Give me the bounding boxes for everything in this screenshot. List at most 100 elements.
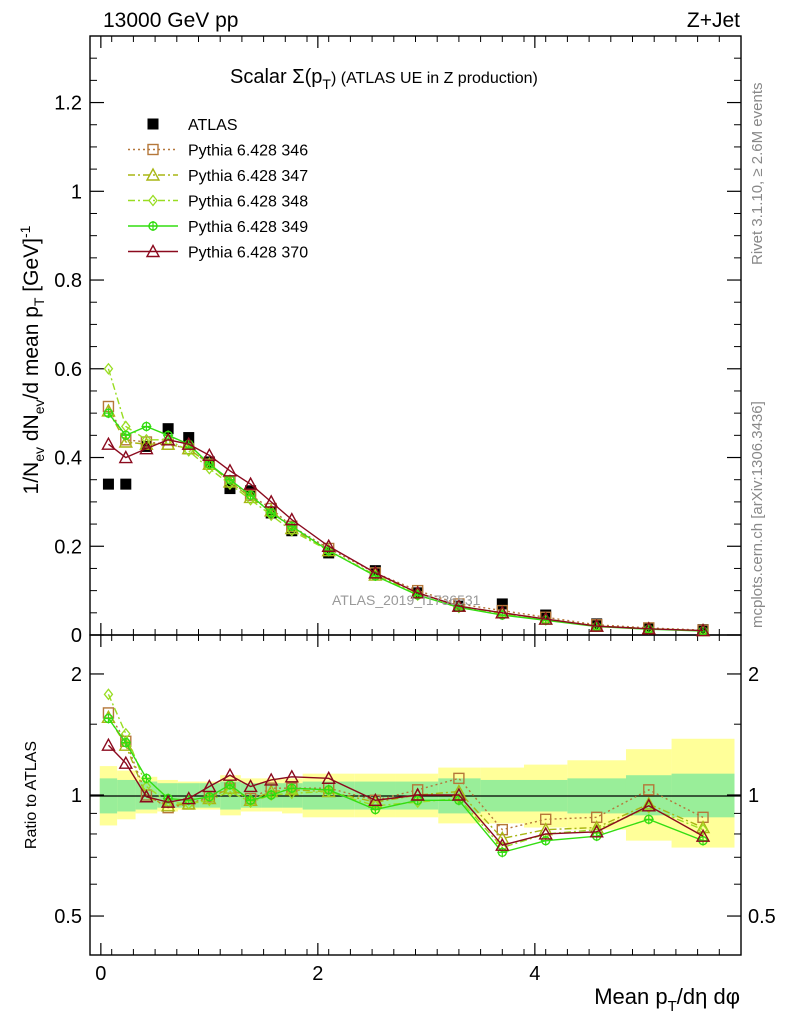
series-5-point (538, 611, 553, 625)
ratio-bands (99, 738, 735, 848)
legend-entry-4-label: Pythia 6.428 349 (188, 219, 308, 236)
series-5-point (181, 436, 196, 450)
series-3-point (141, 433, 152, 446)
series-5-point (589, 618, 604, 632)
y-tick-label: 0.2 (54, 536, 82, 558)
ratio-series-4-point (101, 737, 116, 751)
ratio-series-2-point (225, 785, 235, 798)
ratio-series-1-point (160, 798, 176, 812)
ratio-series-2-point (204, 794, 215, 807)
plot-title: Scalar Σ(pT) (ATLAS UE in Z production) (230, 66, 538, 92)
ratio-series-4-point (284, 769, 299, 783)
header-left: 13000 GeV pp (103, 9, 238, 32)
ratio-series-3-point (323, 784, 334, 795)
ratio-series-4-line (107, 744, 704, 847)
series-5-point (368, 565, 383, 579)
ratio-y-tick-label: 1 (71, 785, 82, 807)
ratio-series-0-point (453, 772, 465, 785)
ratio-series-4-point (222, 767, 238, 781)
ratio-series-1-point (695, 820, 711, 834)
analysis-watermark: ATLAS_2019_I1736531 (332, 592, 481, 608)
series-5-point (139, 441, 154, 455)
series-2-point (160, 436, 176, 450)
series-5-point (243, 476, 258, 490)
legend: ATLAS Pythia 6.428 346 Pythia 6.428 347 Pyt… (128, 117, 308, 262)
series-4-point (497, 610, 508, 621)
series-0-point (102, 478, 114, 490)
series-0-point (496, 598, 508, 610)
ratio-series-3-point (245, 795, 256, 806)
ratio-series-3-point (540, 835, 551, 846)
series-5-point (118, 450, 133, 464)
series-5-point (641, 621, 656, 635)
ratio-series-2-point (120, 727, 131, 740)
legend-entry-1-label: Pythia 6.428 346 (188, 143, 308, 160)
ratio-series-4-point (368, 792, 383, 807)
series-4-point (103, 408, 114, 419)
legend-entry-5-marker (145, 244, 161, 258)
ratio-series-2-point (183, 797, 194, 810)
axis-ticks: 0 2 4 0 0.2 0.4 0.6 0.8 1 1.2 0.5 0.5 1 1 2 2 (54, 36, 776, 985)
series-5-point (222, 463, 238, 477)
legend-entry-3-marker (148, 194, 158, 207)
legend-entry-4-marker (148, 221, 158, 231)
series-3-point (103, 362, 114, 375)
series-5-point (264, 494, 279, 508)
ratio-series-3-point (103, 713, 114, 724)
main-y-axis-label: 1/Nev dNev/d mean pT [GeV]-1 (17, 225, 47, 494)
series-5-point (101, 436, 116, 450)
x-axis-label: Mean pT/dη dφ (594, 984, 740, 1015)
y-tick-label: 0.8 (54, 270, 82, 292)
ratio-series-3-point (497, 847, 508, 858)
ratio-y-tick-label-right: 1 (748, 785, 759, 807)
x-tick-label: 4 (529, 963, 540, 985)
ratio-series-group (101, 688, 711, 858)
ratio-series-3-point (286, 783, 297, 794)
series-4-point (120, 430, 131, 441)
series-5-point (495, 605, 510, 619)
ratio-series-4-point (264, 772, 279, 786)
main-series-group (101, 362, 711, 637)
series-0-point (120, 478, 132, 490)
y-tick-label: 1 (71, 181, 82, 203)
ratio-series-1-point (202, 791, 217, 805)
ratio-y-tick-label-right: 2 (748, 664, 759, 686)
series-0-point (162, 423, 174, 435)
ratio-series-4-point (243, 779, 258, 793)
x-tick-label: 0 (95, 963, 106, 985)
x-tick-label: 2 (312, 963, 323, 985)
ratio-series-0-point (496, 823, 508, 836)
ratio-series-1-point (641, 796, 656, 810)
mcplots-label: mcplots.cern.ch [arXiv:1306.3436] (749, 401, 766, 628)
y-tick-label: 0.4 (54, 448, 82, 470)
rivet-version-label: Rivet 3.1.10, ≥ 2.6M events (749, 83, 766, 266)
series-4-point (266, 507, 277, 518)
y-tick-label: 1.2 (54, 93, 82, 115)
ratio-y-tick-label: 2 (71, 664, 82, 686)
legend-entry-0-marker (147, 118, 159, 130)
ratio-series-4-point (181, 791, 196, 805)
ratio-series-3-point (141, 773, 152, 784)
ratio-series-4-point (451, 787, 467, 801)
series-2-point (181, 441, 196, 455)
series-2-point (118, 434, 133, 448)
series-4-point (286, 521, 297, 532)
legend-entry-2-label: Pythia 6.428 347 (188, 168, 308, 185)
series-5-point (160, 432, 176, 446)
ratio-y-tick-label: 0.5 (54, 906, 82, 928)
series-4-point (141, 421, 152, 432)
legend-entry-0-label: ATLAS (188, 117, 238, 134)
ratio-series-0-point (643, 784, 655, 796)
series-5-point (284, 512, 299, 526)
ratio-series-4-point (589, 824, 604, 838)
series-5-line (108, 439, 704, 632)
legend-entry-5-label: Pythia 6.428 370 (188, 245, 308, 262)
ratio-series-4-point (695, 828, 711, 842)
ratio-series-4-point (139, 789, 154, 803)
ratio-series-3-point (643, 814, 654, 825)
ratio-series-2-point (103, 688, 114, 701)
ratio-series-4-point (641, 798, 656, 812)
series-4-point (163, 430, 174, 441)
y-tick-label: 0.6 (54, 359, 82, 381)
